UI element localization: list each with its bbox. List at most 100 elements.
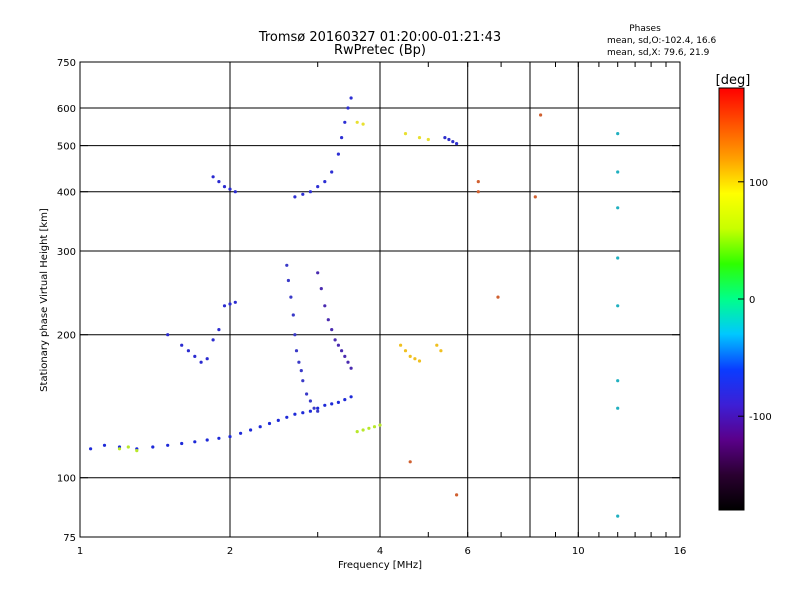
data-point xyxy=(616,514,620,518)
x-tick-label: 1 xyxy=(77,546,83,557)
colorbar-ticks: 100 0 -100 xyxy=(738,178,772,423)
axis-ticks: 1 2 4 6 10 16 75 100 200 300 400 500 600 750 xyxy=(57,58,686,557)
data-point xyxy=(399,343,403,347)
data-point xyxy=(408,354,412,358)
data-point xyxy=(305,392,309,396)
data-point xyxy=(228,187,232,191)
data-point xyxy=(476,190,480,194)
data-point xyxy=(361,428,365,432)
data-point xyxy=(297,360,301,364)
y-axis-label: Stationary phase Virtual Height [km] xyxy=(39,208,50,392)
data-point xyxy=(301,192,305,196)
data-point xyxy=(403,132,408,136)
data-point xyxy=(349,395,353,399)
data-point xyxy=(372,425,377,429)
x-axis-label: Frequency [MHz] xyxy=(338,560,422,571)
data-point xyxy=(151,445,155,449)
data-point xyxy=(340,349,344,353)
data-point xyxy=(102,443,107,447)
data-point xyxy=(349,96,353,100)
y-tick-label: 100 xyxy=(57,474,76,485)
data-point xyxy=(180,441,184,446)
data-point xyxy=(616,256,620,260)
data-point xyxy=(293,412,297,416)
data-point xyxy=(267,421,272,426)
data-point xyxy=(417,136,422,140)
data-point xyxy=(186,349,190,353)
data-point xyxy=(616,304,620,308)
data-point xyxy=(293,195,297,199)
data-point xyxy=(316,185,320,189)
data-point xyxy=(476,180,480,184)
data-point xyxy=(211,338,215,342)
stats-line-x: mean, sd,X: 79.6, 21.9 xyxy=(607,48,710,58)
data-point xyxy=(217,180,221,184)
data-point xyxy=(533,195,537,199)
data-point xyxy=(222,304,227,308)
data-point xyxy=(289,295,293,299)
data-point xyxy=(89,447,93,451)
data-point xyxy=(166,443,170,447)
data-point xyxy=(293,333,297,337)
grid xyxy=(80,62,680,537)
data-point xyxy=(211,175,215,179)
data-point xyxy=(319,287,323,291)
data-point xyxy=(336,400,340,404)
x-tick-label: 6 xyxy=(465,546,471,557)
data-point xyxy=(217,328,221,332)
x-tick-label: 4 xyxy=(377,546,383,557)
data-points xyxy=(89,96,620,518)
data-point xyxy=(417,359,422,363)
data-point xyxy=(258,425,262,429)
data-point xyxy=(330,170,334,174)
data-point xyxy=(291,313,295,317)
data-point xyxy=(233,300,237,304)
chart-subtitle: RwPretec (Bp) xyxy=(334,43,426,58)
y-tick-label: 600 xyxy=(57,104,76,115)
data-point xyxy=(285,263,289,267)
chart-title: Tromsø 20160327 01:20:00-01:21:43 xyxy=(258,30,501,45)
y-tick-label: 750 xyxy=(57,58,76,69)
data-point xyxy=(228,302,232,306)
data-point xyxy=(343,398,347,402)
data-point xyxy=(117,447,122,451)
data-point xyxy=(616,132,620,136)
data-point xyxy=(316,409,320,413)
data-point xyxy=(413,357,417,361)
data-point xyxy=(616,406,620,410)
data-point xyxy=(239,431,243,435)
y-tick-label: 300 xyxy=(57,247,76,258)
data-point xyxy=(316,271,320,275)
data-point xyxy=(343,354,347,358)
data-point xyxy=(330,328,334,332)
data-point xyxy=(323,403,327,407)
y-tick-label: 200 xyxy=(57,331,76,342)
data-point xyxy=(355,120,359,124)
data-point xyxy=(403,349,408,353)
data-point xyxy=(616,170,620,174)
data-point xyxy=(299,369,303,373)
data-point xyxy=(323,304,327,308)
data-point xyxy=(361,122,365,126)
data-point xyxy=(435,343,439,347)
data-point xyxy=(439,349,443,353)
data-point xyxy=(193,440,197,444)
data-point xyxy=(126,445,130,449)
data-point xyxy=(166,333,170,337)
data-point xyxy=(539,113,543,117)
data-point xyxy=(249,428,253,432)
colorbar-label: [deg] xyxy=(716,73,751,88)
colorbar-tick-label: 100 xyxy=(749,178,768,189)
x-tick-label: 16 xyxy=(674,546,687,557)
stats-heading: Phases xyxy=(629,24,661,34)
data-point xyxy=(340,136,344,140)
data-point xyxy=(336,152,340,156)
x-tick-label: 2 xyxy=(227,546,233,557)
data-point xyxy=(367,426,371,430)
data-point xyxy=(308,190,312,194)
data-point xyxy=(496,295,500,299)
data-point xyxy=(323,180,327,184)
data-point xyxy=(205,357,209,361)
data-point xyxy=(233,190,237,194)
